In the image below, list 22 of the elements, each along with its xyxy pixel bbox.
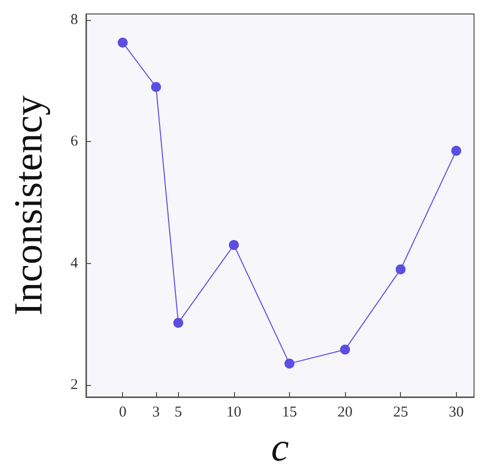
x-tick-label: 0 xyxy=(118,404,126,420)
x-tick-label: 5 xyxy=(174,404,182,420)
y-tick-label: 4 xyxy=(70,255,78,272)
x-tick-label: 25 xyxy=(393,404,408,420)
x-tick-label: 20 xyxy=(338,404,353,420)
x-tick-label: 30 xyxy=(448,404,464,420)
y-tick-label: 2 xyxy=(70,376,78,393)
x-tick-label: 10 xyxy=(226,404,242,420)
y-tick-label: 8 xyxy=(70,12,78,28)
x-tick-label: 15 xyxy=(282,404,297,420)
x-axis-title: c xyxy=(271,424,290,470)
point xyxy=(228,240,239,250)
point xyxy=(118,38,128,48)
y-axis-title: Inconsistency xyxy=(6,96,50,316)
x-tick-label: 3 xyxy=(152,404,160,420)
point xyxy=(173,318,184,328)
y-tick-label: 6 xyxy=(70,134,78,150)
point xyxy=(151,82,162,92)
point xyxy=(396,264,406,274)
point xyxy=(340,344,350,355)
point xyxy=(451,146,462,156)
point xyxy=(284,358,294,369)
